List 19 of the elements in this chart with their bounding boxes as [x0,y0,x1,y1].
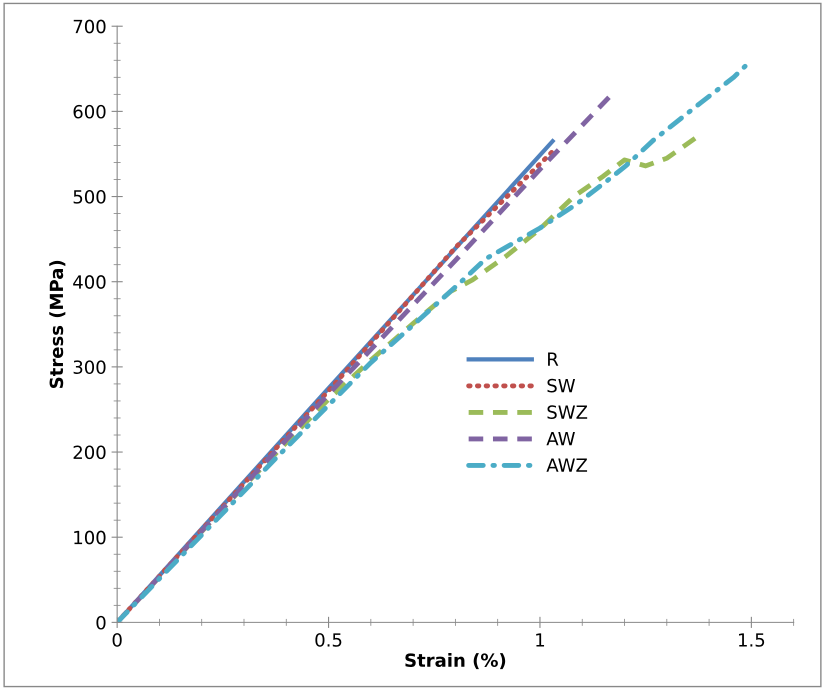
x-tick-label: 0 [112,633,122,647]
y-tick-label: 600 [74,104,106,118]
legend-label: SW [547,378,576,392]
y-tick-label: 700 [74,20,106,34]
x-axis-title: Strain (%) [405,653,506,670]
x-tick-label: 0.5 [315,633,342,647]
legend-label: R [548,352,558,366]
legend-label: AWZ [546,458,588,472]
y-axis-title: Stress (MPa) [49,260,66,388]
y-tick-label: 500 [74,190,106,204]
y-tick-label: 100 [74,530,106,544]
y-tick-label: 0 [96,616,106,630]
x-tick-label: 1 [536,633,544,647]
y-tick-label: 400 [73,275,106,289]
x-tick-label: 1.5 [738,633,764,647]
legend-label: AW [546,432,575,446]
y-tick-label: 300 [74,360,106,374]
legend-label: SWZ [547,405,588,419]
y-tick-label: 200 [74,446,106,460]
